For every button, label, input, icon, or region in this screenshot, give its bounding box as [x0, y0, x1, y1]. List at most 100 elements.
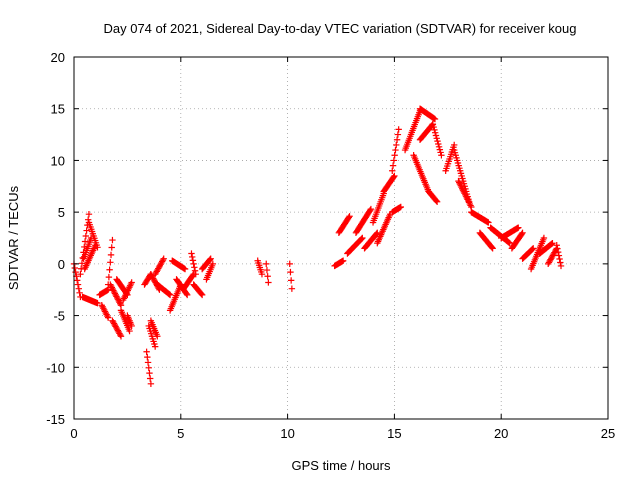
- y-tick-label: 15: [51, 102, 65, 117]
- y-tick-label: 10: [51, 153, 65, 168]
- data-point: [108, 244, 115, 251]
- y-tick-label: 5: [58, 205, 65, 220]
- data-point: [145, 364, 152, 372]
- data-point: [433, 198, 441, 205]
- data-point: [77, 271, 84, 278]
- x-axis-label: GPS time / hours: [292, 458, 391, 473]
- data-point: [358, 235, 365, 242]
- data-point: [431, 126, 438, 134]
- data-point: [85, 211, 93, 218]
- data-point: [462, 191, 469, 199]
- data-point: [392, 146, 399, 154]
- data-point: [456, 180, 464, 188]
- data-point: [146, 369, 153, 377]
- data-point: [107, 281, 114, 288]
- data-point: [465, 199, 473, 206]
- data-point: [166, 291, 173, 298]
- data-point: [506, 239, 513, 247]
- data-point: [489, 245, 496, 252]
- data-point: [144, 353, 151, 361]
- x-tick-label: 20: [494, 426, 508, 441]
- data-point: [431, 129, 439, 136]
- x-tick-label: 0: [70, 426, 77, 441]
- data-point: [206, 256, 214, 263]
- data-point: [165, 290, 172, 297]
- data-point: [528, 246, 535, 254]
- data-point: [505, 239, 513, 246]
- data-point: [553, 242, 560, 249]
- data-point: [557, 259, 564, 266]
- data-point: [166, 291, 174, 299]
- data-point: [530, 245, 537, 252]
- data-point: [112, 291, 119, 299]
- data-point: [435, 140, 442, 148]
- data-point: [391, 152, 398, 159]
- data-point: [549, 239, 556, 247]
- data-point: [466, 200, 473, 208]
- data-point: [436, 146, 444, 153]
- data-point: [144, 359, 152, 366]
- data-point: [265, 279, 272, 286]
- data-point: [146, 375, 154, 382]
- data-point: [555, 252, 563, 259]
- data-point: [557, 262, 565, 270]
- data-point: [459, 185, 466, 192]
- data-point: [116, 299, 123, 306]
- data-point: [431, 115, 439, 123]
- data-point: [107, 251, 115, 259]
- data-point: [113, 294, 121, 302]
- data-point: [429, 121, 437, 128]
- plot-frame: [73, 56, 609, 420]
- x-tick-label: 25: [601, 426, 615, 441]
- data-point: [366, 207, 374, 214]
- data-point: [359, 234, 366, 242]
- data-point: [287, 268, 294, 276]
- x-tick-label: 5: [177, 426, 184, 441]
- data-point: [435, 143, 443, 150]
- data-point: [128, 322, 135, 330]
- data-point: [556, 255, 563, 263]
- data-point: [83, 227, 90, 234]
- data-point: [115, 297, 122, 304]
- data-point: [107, 282, 115, 290]
- data-point: [109, 236, 116, 244]
- data-point: [191, 264, 198, 271]
- data-point: [189, 257, 197, 264]
- data-point: [438, 152, 445, 159]
- data-point: [207, 255, 214, 262]
- x-tick-label: 15: [387, 426, 401, 441]
- data-point: [540, 234, 548, 242]
- data-point: [263, 260, 270, 268]
- data-point: [189, 272, 197, 279]
- data-point: [373, 230, 380, 237]
- axis-ticks: 0 5 10 15 20 25 -15 -10 -5 0 5 10 15 20: [46, 50, 615, 441]
- data-point: [94, 299, 101, 307]
- data-point: [181, 265, 189, 273]
- data-point: [288, 285, 296, 292]
- data-point: [128, 279, 135, 286]
- data-point: [111, 290, 119, 297]
- data-point: [84, 216, 92, 223]
- data-point: [394, 131, 402, 138]
- data-point: [104, 314, 112, 321]
- data-point: [432, 132, 440, 139]
- data-point: [433, 135, 440, 142]
- x-tick-label: 10: [280, 426, 294, 441]
- data-point: [455, 177, 462, 185]
- data-point: [286, 260, 293, 268]
- data-point: [459, 187, 467, 194]
- data-point: [389, 162, 397, 169]
- data-point: [397, 203, 405, 211]
- data-point: [108, 284, 116, 291]
- data-point: [81, 238, 89, 245]
- data-point: [198, 291, 206, 299]
- data-point: [488, 244, 496, 251]
- data-point: [393, 136, 401, 143]
- data-point: [82, 232, 90, 240]
- data-point: [437, 149, 444, 156]
- data-point: [75, 285, 83, 292]
- data-point: [518, 230, 525, 238]
- data-point: [395, 126, 402, 133]
- data-point: [467, 202, 474, 209]
- data-point: [287, 277, 295, 284]
